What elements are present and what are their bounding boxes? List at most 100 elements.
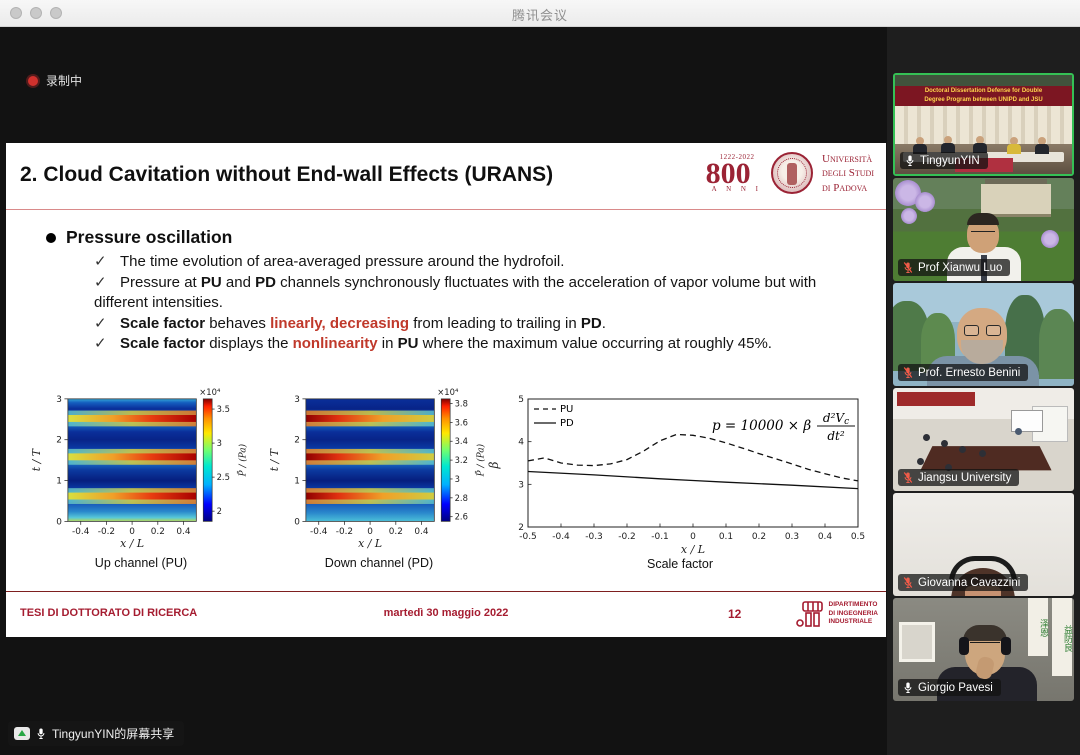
university-seal-icon <box>771 152 814 195</box>
video-tile-xianwu-luo[interactable]: Prof Xianwu Luo <box>893 178 1074 281</box>
svg-text:2: 2 <box>518 523 524 533</box>
video-tile-jiangsu-university[interactable]: Jiangsu University <box>893 388 1074 491</box>
bullet-item: ✓ Scale factor behaves linearly, decreasi… <box>94 314 606 332</box>
svg-text:0.2: 0.2 <box>752 532 766 542</box>
svg-text:0: 0 <box>367 527 373 537</box>
svg-text:β: β <box>487 461 501 469</box>
participant-name-tag: Giovanna Cavazzini <box>898 574 1029 591</box>
svg-text:4: 4 <box>518 438 524 448</box>
svg-text:2.8: 2.8 <box>455 493 468 503</box>
mic-icon <box>906 155 914 166</box>
svg-text:2: 2 <box>56 436 62 446</box>
svg-text:PD: PD <box>560 418 574 429</box>
title-divider <box>6 209 886 210</box>
bullet-dot-icon <box>46 232 56 243</box>
figure-caption: Down channel (PD) <box>324 556 434 570</box>
svg-text:3: 3 <box>518 480 524 490</box>
svg-text:0: 0 <box>56 517 62 527</box>
participant-name-tag: TingyunYIN <box>900 152 988 169</box>
svg-text:-0.4: -0.4 <box>310 527 328 537</box>
sharer-label: TingyunYIN的屏幕共享 <box>52 727 175 741</box>
presentation-slide: 2. Cloud Cavitation without End-wall Eff… <box>6 143 886 637</box>
svg-text:0: 0 <box>294 517 300 527</box>
footer-divider <box>6 591 886 592</box>
participants-sidebar: Doctoral Dissertation Defense for Double… <box>887 26 1080 755</box>
svg-text:dt²: dt² <box>827 429 845 443</box>
svg-text:3: 3 <box>56 395 62 405</box>
svg-text:-0.3: -0.3 <box>585 532 603 542</box>
svg-text:-0.4: -0.4 <box>552 532 570 542</box>
department-logo: DIPARTIMENTO DI INGEGNERIA INDUSTRIALE <box>795 600 878 628</box>
zoom-button[interactable] <box>50 7 62 19</box>
svg-text:3.6: 3.6 <box>455 417 468 427</box>
participant-name-tag: Prof. Ernesto Benini <box>898 364 1029 381</box>
calligraphy-scroll: 泽恩 <box>1028 598 1049 656</box>
figure-scale-factor: -0.5 -0.4 -0.3 -0.2 -0.1 0 0.1 0.2 0.3 0.4 0.5 2 3 4 5… <box>484 387 876 571</box>
mic-muted-icon <box>903 367 913 378</box>
recording-dot-icon <box>28 75 38 86</box>
chart-legend: PU PD <box>534 404 574 429</box>
close-button[interactable] <box>10 7 22 19</box>
svg-text:-0.4: -0.4 <box>72 527 90 537</box>
svg-text:-0.2: -0.2 <box>98 527 115 537</box>
bullet-item: ✓ Scale factor displays the nonlinearity … <box>94 335 772 352</box>
svg-text:0.4: 0.4 <box>818 532 833 542</box>
svg-text:0.1: 0.1 <box>719 532 733 542</box>
pd-curve <box>527 470 859 490</box>
svg-text:1: 1 <box>56 477 62 487</box>
department-name: DIPARTIMENTO DI INGEGNERIA INDUSTRIALE <box>828 600 878 626</box>
svg-text:d²Vc: d²Vc <box>823 411 849 427</box>
recording-label: 录制中 <box>46 74 83 88</box>
svg-text:x / L: x / L <box>120 537 144 550</box>
svg-text:3.5: 3.5 <box>217 404 230 414</box>
bullet-item: ✓ The time evolution of area-averaged pre… <box>94 253 565 270</box>
pu-curve <box>527 433 859 482</box>
minimize-button[interactable] <box>30 7 42 19</box>
svg-text:x / L: x / L <box>681 543 705 556</box>
university-name: Università degli Studi di Padova <box>822 153 874 194</box>
svg-text:3: 3 <box>217 438 222 448</box>
heatmap-pd: -0.4 -0.2 0 0.2 0.4 0 1 2 3 2.6 2.8 3 3.2 3.4 3.6 3.8 x … <box>268 387 487 550</box>
mic-muted-icon <box>903 262 913 273</box>
svg-text:0: 0 <box>129 527 135 537</box>
video-tile-tingyunyin[interactable]: Doctoral Dissertation Defense for Double… <box>893 73 1074 176</box>
bullet-list: ✓ The time evolution of area-averaged pre… <box>94 252 872 355</box>
svg-text:2.5: 2.5 <box>217 472 230 482</box>
participant-name-tag: Giorgio Pavesi <box>898 679 1001 696</box>
video-tile-ernesto-benini[interactable]: Prof. Ernesto Benini <box>893 283 1074 386</box>
svg-text:-0.1: -0.1 <box>651 532 669 542</box>
mic-icon <box>37 728 45 739</box>
svg-text:2: 2 <box>294 436 300 446</box>
svg-text:PU: PU <box>560 404 573 415</box>
anni-800-logo: 1222-2022 800 A N N I <box>705 152 763 194</box>
svg-text:0.4: 0.4 <box>414 527 428 537</box>
svg-text:x / L: x / L <box>358 537 382 550</box>
svg-text:2: 2 <box>217 506 222 516</box>
recording-indicator: 录制中 <box>28 72 82 89</box>
video-tile-giorgio-pavesi[interactable]: 泽恩 益防良 Giorgio Pavesi <box>893 598 1074 701</box>
video-tile-giovanna-cavazzini[interactable]: Giovanna Cavazzini <box>893 493 1074 596</box>
slide-footer: TESI DI DOTTORATO DI RICERCA martedì 30 … <box>6 599 886 637</box>
footer-thesis-label: TESI DI DOTTORATO DI RICERCA <box>20 607 198 619</box>
svg-text:3.8: 3.8 <box>455 399 468 409</box>
heatmap-pu: -0.4 -0.2 0 0.2 0.4 0 1 2 3 2 2.5 3 3.5 x / L t / T ×10… <box>30 387 249 550</box>
screen-share-banner[interactable]: TingyunYIN的屏幕共享 <box>8 721 185 746</box>
svg-text:5: 5 <box>518 395 524 405</box>
screen-share-icon <box>14 727 30 740</box>
svg-text:0.5: 0.5 <box>851 532 865 542</box>
svg-text:0.4: 0.4 <box>176 527 190 537</box>
svg-text:0: 0 <box>690 532 696 542</box>
dii-logo-icon <box>795 601 823 627</box>
svg-text:p = 10000 × β: p = 10000 × β <box>712 418 811 434</box>
svg-text:×10⁴: ×10⁴ <box>199 387 221 397</box>
section-heading: Pressure oscillation <box>46 227 232 248</box>
participant-name-tag: Jiangsu University <box>898 469 1020 486</box>
figure-caption: Scale factor <box>646 557 713 571</box>
footer-page-number: 12 <box>728 607 742 621</box>
defense-banner: Doctoral Dissertation Defense for Double… <box>895 86 1072 106</box>
mic-icon <box>904 682 912 693</box>
calligraphy-scroll: 益防良 <box>1052 598 1073 676</box>
mic-muted-icon <box>903 472 913 483</box>
window-titlebar: 腾讯会议 <box>0 0 1080 27</box>
svg-text:3.2: 3.2 <box>455 455 468 465</box>
